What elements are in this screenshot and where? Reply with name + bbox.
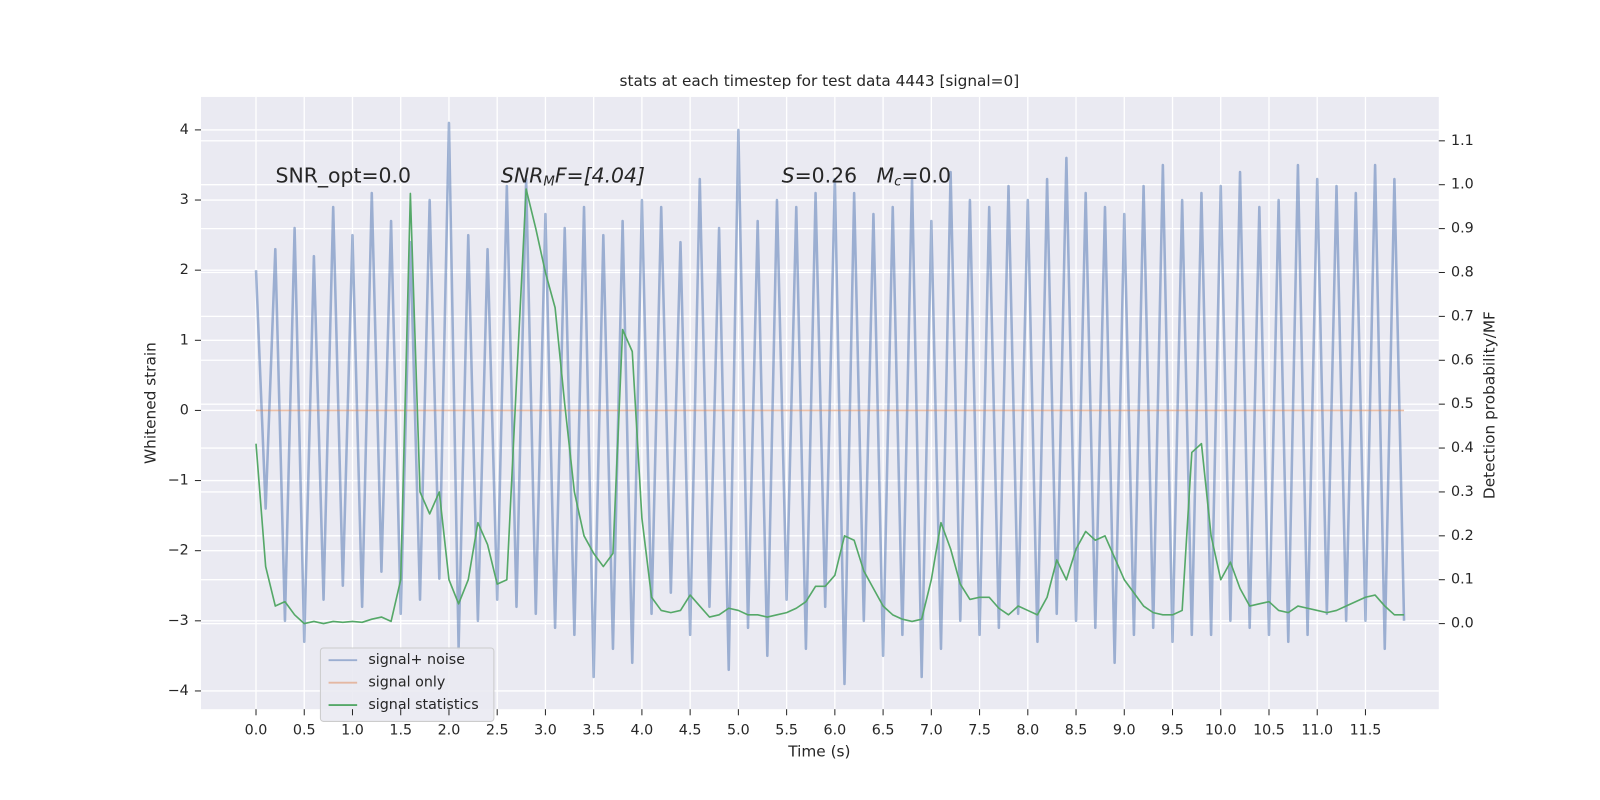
y2-tick-label: 0.7	[1451, 308, 1474, 324]
x-tick-label: 2.0	[438, 723, 461, 739]
y-tick-label: −4	[168, 683, 189, 699]
marks	[254, 121, 1406, 686]
x-tick-label: 5.5	[775, 723, 798, 739]
y2-tick-label: 0.3	[1451, 484, 1474, 500]
y-tick-label: −1	[168, 473, 189, 489]
x-tick-label: 4.5	[679, 723, 702, 739]
annotation-text: F=[4.04]	[555, 164, 645, 188]
series-line	[254, 121, 1406, 686]
x-tick-label: 9.5	[1161, 723, 1184, 739]
legend-box	[319, 647, 495, 722]
x-tick-label: 8.0	[1016, 723, 1039, 739]
x-tick-label: 11.5	[1350, 723, 1382, 739]
y-tick-label: 4	[180, 122, 189, 138]
annotation-text: =0.26	[795, 164, 877, 188]
annotation: SNRMF=[4.04]	[501, 164, 645, 190]
y2-axis-label: Detection probability/MF	[1480, 311, 1498, 499]
y-axis-label: Whitened strain	[142, 342, 160, 464]
y-tick-label: 0	[180, 402, 189, 418]
x-tick-label: 8.5	[1065, 723, 1088, 739]
annotation-text: M	[877, 164, 895, 188]
annotation-text: S	[782, 164, 795, 188]
y2-tick-label: 0.9	[1451, 221, 1474, 237]
x-tick-label: 2.5	[486, 723, 509, 739]
x-tick-label: 1.0	[341, 723, 364, 739]
y2-tick-label: 0.4	[1451, 440, 1474, 456]
annotation-subscript: c	[894, 175, 902, 190]
annotation: S=0.26 Mc=0.0	[782, 164, 951, 190]
y2-tick-label: 0.0	[1451, 616, 1474, 632]
x-tick-label: 10.5	[1253, 723, 1285, 739]
x-tick-label: 6.0	[824, 723, 847, 739]
x-tick-label: 7.5	[968, 723, 991, 739]
y2-tick-label: 1.0	[1451, 177, 1474, 193]
x-tick-label: 10.0	[1205, 723, 1237, 739]
x-tick-label: 3.5	[582, 723, 605, 739]
y2-tick-label: 0.5	[1451, 396, 1474, 412]
y-tick-label: −3	[168, 613, 189, 629]
x-tick-label: 0.5	[293, 723, 316, 739]
x-tick-label: 3.0	[534, 723, 557, 739]
annotation-text: SNR_opt=0.0	[276, 164, 412, 189]
y-tick-label: 2	[180, 262, 189, 278]
annotation-text: =0.0	[901, 164, 951, 188]
x-tick-label: 0.0	[245, 723, 268, 739]
x-tick-label: 11.0	[1301, 723, 1333, 739]
y2-tick-label: 0.8	[1451, 264, 1474, 280]
x-tick-label: 1.5	[389, 723, 412, 739]
annotation-text: SNR	[501, 164, 543, 188]
x-tick-label: 5.0	[727, 723, 750, 739]
x-tick-label: 6.5	[872, 723, 895, 739]
y-tick-label: 1	[180, 332, 189, 348]
legend: signal+ noise signal only signal statistic…	[319, 647, 495, 722]
x-axis-label: Time (s)	[787, 743, 850, 761]
legend-label: signal+ noise	[368, 652, 465, 668]
y2-tick-label: 0.2	[1451, 528, 1474, 544]
annotation: SNR_opt=0.0	[276, 164, 412, 189]
x-tick-label: 9.0	[1113, 723, 1136, 739]
series-line	[255, 188, 1405, 625]
chart-title: stats at each timestep for test data 444…	[620, 72, 1020, 90]
y2-tick-label: 0.1	[1451, 572, 1474, 588]
legend-label: signal only	[368, 675, 445, 691]
x-tick-label: 4.0	[631, 723, 654, 739]
y2-tick-label: 1.1	[1451, 133, 1474, 149]
y-tick-label: 3	[180, 192, 189, 208]
y-tick-label: −2	[168, 543, 189, 559]
annotation-subscript: M	[543, 175, 555, 190]
y2-tick-label: 0.6	[1451, 352, 1474, 368]
x-tick-label: 7.0	[920, 723, 943, 739]
legend-label: signal statistics	[368, 697, 478, 713]
